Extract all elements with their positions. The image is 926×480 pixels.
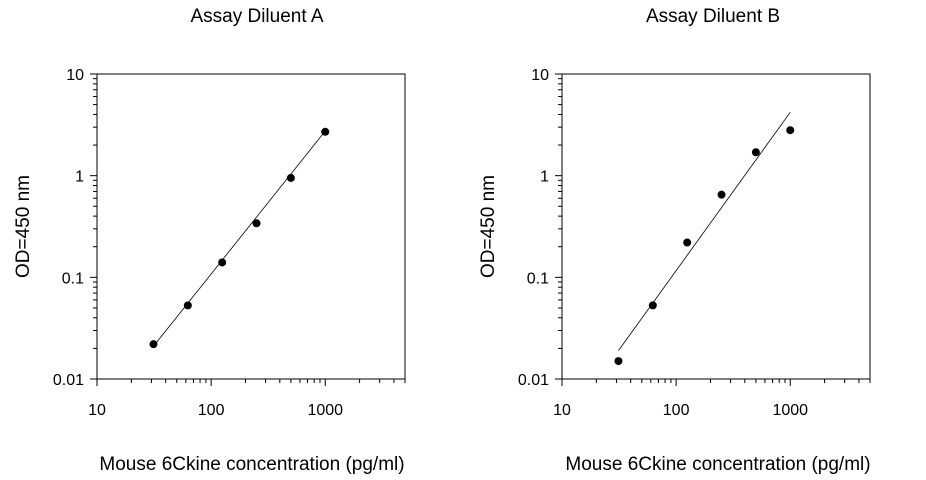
y-axis-label: OD=450 nm — [478, 175, 499, 278]
x-tick-label: 1000 — [772, 402, 808, 419]
y-tick-label: 10 — [66, 67, 84, 84]
x-tick-label: 100 — [663, 402, 690, 419]
y-tick-label: 0.1 — [62, 270, 84, 287]
y-tick-label: 0.1 — [527, 270, 549, 287]
data-point — [183, 301, 192, 310]
x-tick-label: 1000 — [307, 402, 343, 419]
x-axis-label: Mouse 6Ckine concentration (pg/ml) — [565, 454, 870, 475]
x-tick-label: 100 — [198, 402, 225, 419]
plot-frame — [96, 73, 406, 380]
chart-title: Assay Diluent A — [190, 6, 323, 27]
x-tick-label: 10 — [88, 402, 106, 419]
data-point — [321, 127, 330, 136]
y-tick-label: 0.01 — [518, 372, 549, 389]
data-point — [286, 173, 295, 182]
y-tick-label: 1 — [540, 169, 549, 186]
y-tick-label: 10 — [531, 67, 549, 84]
fit-line — [153, 130, 326, 347]
data-point — [751, 148, 760, 157]
data-point — [252, 219, 261, 228]
data-point — [648, 301, 657, 310]
fit-line — [618, 112, 791, 351]
data-point — [149, 340, 158, 349]
x-tick-label: 10 — [553, 402, 571, 419]
plot-frame — [561, 73, 871, 380]
data-point — [717, 190, 726, 199]
y-axis-label: OD=450 nm — [13, 175, 34, 278]
y-tick-label: 0.01 — [53, 372, 84, 389]
data-point — [786, 126, 795, 135]
y-tick-label: 1 — [75, 169, 84, 186]
chart-title: Assay Diluent B — [646, 6, 780, 27]
x-axis-label: Mouse 6Ckine concentration (pg/ml) — [99, 454, 404, 475]
data-point — [683, 238, 692, 247]
data-point — [614, 357, 623, 366]
data-point — [218, 258, 227, 267]
